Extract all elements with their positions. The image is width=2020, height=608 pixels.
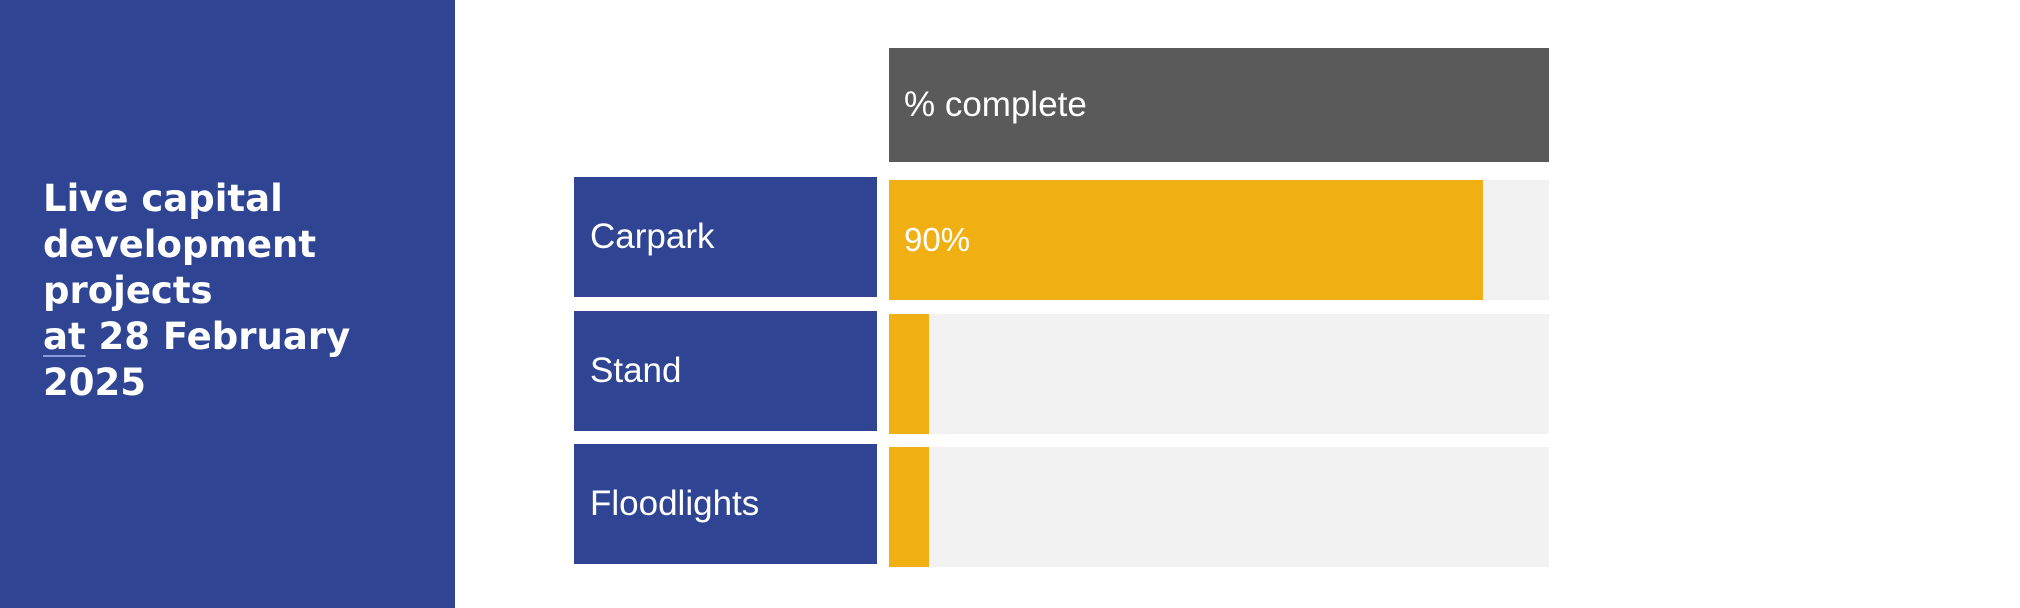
track-floodlights: [889, 447, 1549, 567]
side-title-line-2: development: [43, 223, 317, 266]
bar-stand: [889, 314, 929, 434]
value-label-carpark: 90%: [904, 221, 971, 258]
side-panel: Live capital development projects at 28 …: [0, 0, 455, 608]
header-label: % complete: [904, 85, 1087, 124]
side-title: Live capital development projects at 28 …: [43, 176, 423, 406]
side-title-year: 2025: [43, 361, 146, 404]
bar-floodlights: [889, 447, 929, 567]
label-box-floodlights: [574, 444, 877, 564]
bar-carpark: [889, 180, 1483, 300]
date-rest: 28 February: [85, 315, 351, 358]
header-box: [889, 48, 1549, 162]
track-stand: [889, 314, 1549, 434]
label-floodlights: Floodlights: [590, 484, 760, 523]
label-box-stand: [574, 311, 877, 431]
label-carpark: Carpark: [590, 217, 715, 256]
side-title-date-line: at 28 February: [43, 314, 423, 360]
date-prefix: at: [43, 315, 86, 358]
label-stand: Stand: [590, 351, 682, 390]
side-title-line-1: Live capital: [43, 177, 283, 220]
side-title-line-3: projects: [43, 269, 213, 312]
label-box-carpark: [574, 177, 877, 297]
